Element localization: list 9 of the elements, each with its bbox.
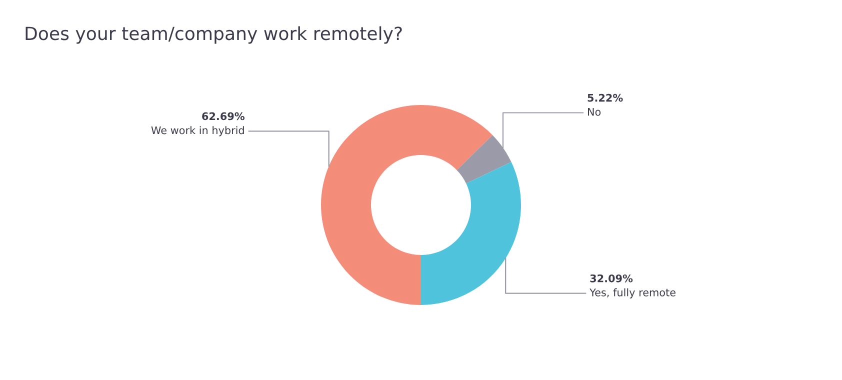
slice-label: No xyxy=(588,108,601,116)
donut-slice xyxy=(321,105,493,305)
slice-label: Yes, fully remote xyxy=(590,288,676,298)
chart-title: Does your team/company work remotely? xyxy=(26,26,402,44)
donut-slice xyxy=(421,162,521,305)
data-label: 32.09% xyxy=(590,274,633,282)
data-label: 62.69% xyxy=(202,112,245,120)
data-label: 5.22% xyxy=(588,94,623,102)
slice-label: We work in hybrid xyxy=(151,126,244,136)
